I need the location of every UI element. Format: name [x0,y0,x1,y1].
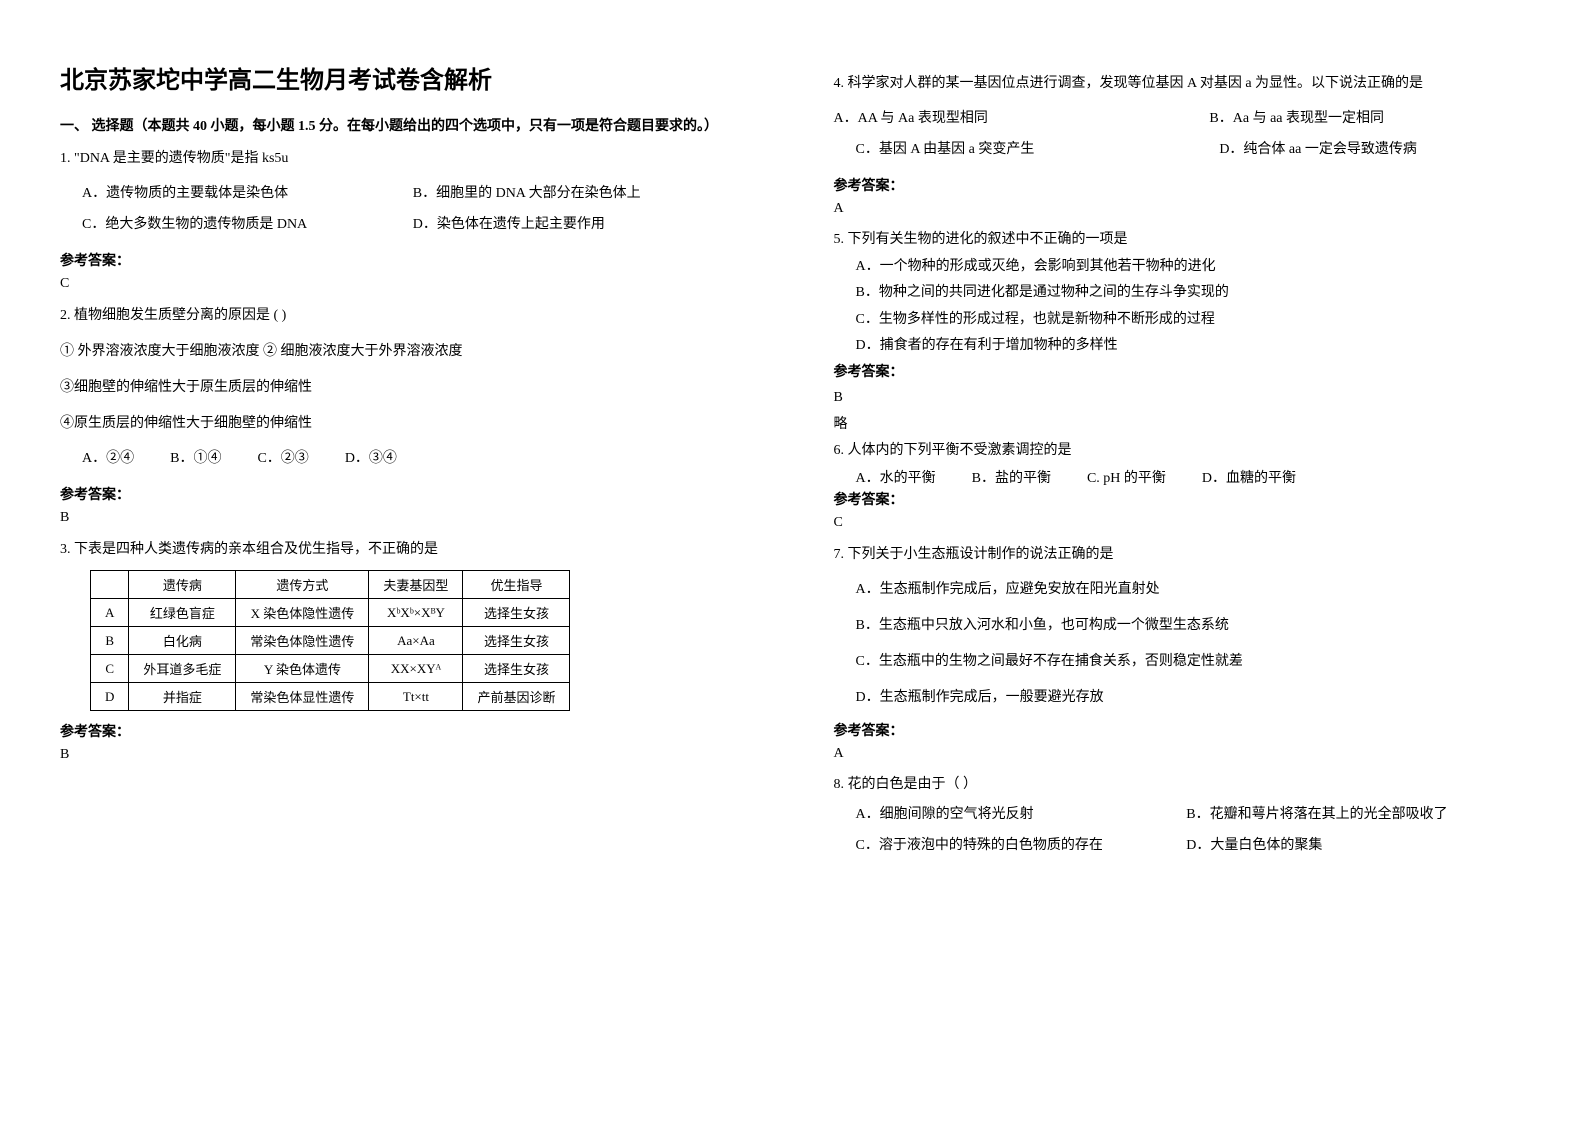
q4-opt-b: B．Aa 与 aa 表现型一定相同 [1209,104,1384,135]
section-header: 一、 选择题（本题共 40 小题，每小题 1.5 分。在每小题给出的四个选项中，… [60,115,744,135]
q3-answer: B [60,747,744,763]
q6-opt-c: C. pH 的平衡 [1087,467,1166,487]
q6-opt-d: D．血糖的平衡 [1202,467,1296,487]
q8-opt-d: D．大量白色体的聚集 [1186,831,1517,862]
q8-opt-a: A．细胞间隙的空气将光反射 [856,800,1187,831]
q7-opt-d: D．生态瓶制作完成后，一般要避光存放 [834,686,1518,710]
q4-opt-d: D．纯合体 aa 一定会导致遗传病 [1219,135,1417,166]
q1-stem: 1. "DNA 是主要的遗传物质"是指 ks5u [60,147,744,171]
q2-line2: ③细胞壁的伸缩性大于原生质层的伸缩性 [60,376,744,400]
q5-note: 略 [834,414,1518,436]
q8-opt-b: B．花瓣和萼片将落在其上的光全部吸收了 [1186,800,1517,831]
q5-answer-head: 参考答案： [834,361,1518,381]
q1-answer: C [60,276,744,292]
table-row: A 红绿色盲症 X 染色体隐性遗传 XᵇXᵇ×XᴮY 选择生女孩 [91,599,570,627]
q2-opt-a: A．②④ [82,444,134,475]
q2-line1: ① 外界溶液浓度大于细胞液浓度 ② 细胞液浓度大于外界溶液浓度 [60,340,744,364]
q3-stem: 3. 下表是四种人类遗传病的亲本组合及优生指导，不正确的是 [60,538,744,562]
q5-opt-d: D．捕食者的存在有利于增加物种的多样性 [834,335,1518,357]
q2-line3: ④原生质层的伸缩性大于细胞壁的伸缩性 [60,412,744,436]
q3-th3: 夫妻基因型 [369,571,463,599]
q1-opt-b: B．细胞里的 DNA 大部分在染色体上 [413,179,744,210]
q3-answer-head: 参考答案： [60,721,744,741]
table-row: B 白化病 常染色体隐性遗传 Aa×Aa 选择生女孩 [91,627,570,655]
q3-th1: 遗传病 [129,571,236,599]
q4-answer: A [834,201,1518,217]
q6-opt-a: A．水的平衡 [856,467,936,487]
q8-opt-c: C．溶于液泡中的特殊的白色物质的存在 [856,831,1187,862]
q1-opt-d: D．染色体在遗传上起主要作用 [413,210,744,241]
q5-opt-c: C．生物多样性的形成过程，也就是新物种不断形成的过程 [834,309,1518,331]
q6-answer: C [834,515,1518,531]
table-row: C 外耳道多毛症 Y 染色体遗传 XX×XYᴬ 选择生女孩 [91,655,570,683]
q5-opt-b: B．物种之间的共同进化都是通过物种之间的生存斗争实现的 [834,282,1518,304]
q1-opt-a: A．遗传物质的主要载体是染色体 [82,179,413,210]
q5-opt-a: A．一个物种的形成或灭绝，会影响到其他若干物种的进化 [834,256,1518,278]
q5-answer: B [834,387,1518,409]
q5-stem: 5. 下列有关生物的进化的叙述中不正确的一项是 [834,229,1518,251]
page-title: 北京苏家坨中学高二生物月考试卷含解析 [60,60,744,95]
q7-answer: A [834,746,1518,762]
q4-answer-head: 参考答案： [834,175,1518,195]
q4-opt-c: C．基因 A 由基因 a 突变产生 [856,135,1220,166]
q7-stem: 7. 下列关于小生态瓶设计制作的说法正确的是 [834,543,1518,567]
q2-opt-d: D．③④ [345,444,397,475]
q1-answer-head: 参考答案： [60,250,744,270]
q1-opt-c: C．绝大多数生物的遗传物质是 DNA [82,210,413,241]
q7-answer-head: 参考答案： [834,720,1518,740]
q3-table: 遗传病 遗传方式 夫妻基因型 优生指导 A 红绿色盲症 X 染色体隐性遗传 Xᵇ… [90,570,570,711]
q7-opt-c: C．生态瓶中的生物之间最好不存在捕食关系，否则稳定性就差 [834,650,1518,674]
q4-opt-a: A．AA 与 Aa 表现型相同 [834,104,1210,135]
q3-th4: 优生指导 [463,571,570,599]
q2-answer: B [60,510,744,526]
q4-stem: 4. 科学家对人群的某一基因位点进行调查，发现等位基因 A 对基因 a 为显性。… [834,72,1518,96]
table-row: D 并指症 常染色体显性遗传 Tt×tt 产前基因诊断 [91,683,570,711]
q6-answer-head: 参考答案： [834,489,1518,509]
q2-opt-b: B．①④ [170,444,221,475]
q6-opt-b: B．盐的平衡 [972,467,1051,487]
q8-stem: 8. 花的白色是由于（ ） [834,774,1518,796]
q2-answer-head: 参考答案： [60,484,744,504]
q6-stem: 6. 人体内的下列平衡不受激素调控的是 [834,440,1518,462]
q3-th2: 遗传方式 [236,571,369,599]
q7-opt-a: A．生态瓶制作完成后，应避免安放在阳光直射处 [834,578,1518,602]
q2-opt-c: C．②③ [257,444,308,475]
q2-stem: 2. 植物细胞发生质壁分离的原因是 ( ) [60,304,744,328]
q3-th0 [91,571,129,599]
q7-opt-b: B．生态瓶中只放入河水和小鱼，也可构成一个微型生态系统 [834,614,1518,638]
